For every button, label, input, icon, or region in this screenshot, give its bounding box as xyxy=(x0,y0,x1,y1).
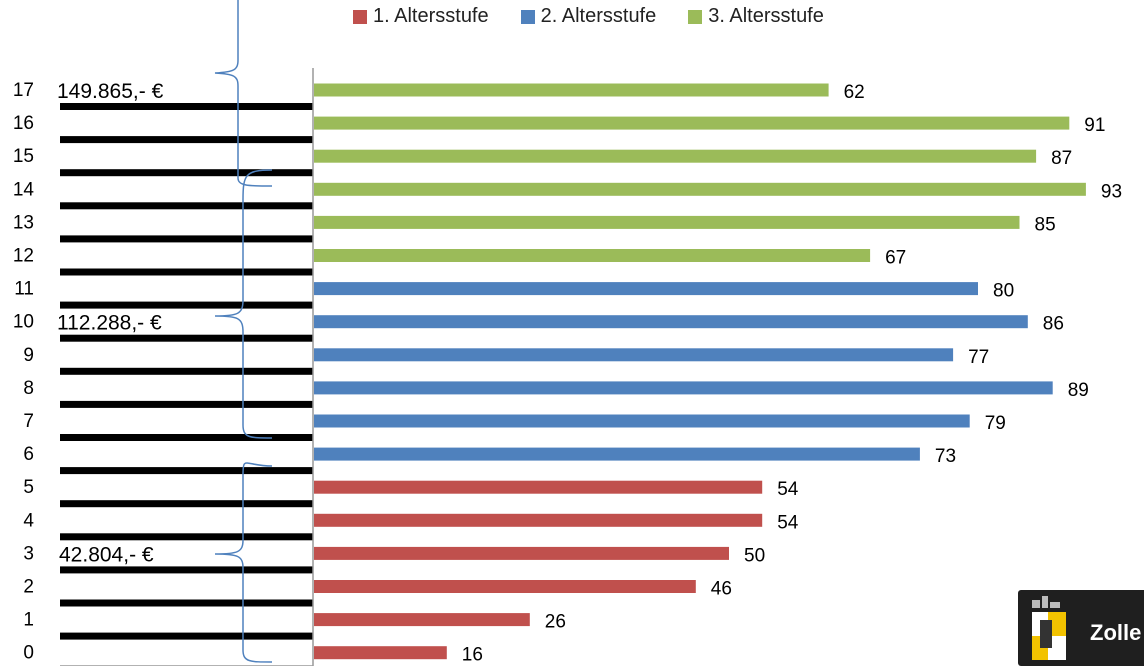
bar-value-label: 91 xyxy=(1084,115,1105,136)
category-tick-label: 17 xyxy=(13,80,34,101)
row-rule-line xyxy=(60,136,313,144)
category-tick-label: 13 xyxy=(13,212,34,233)
category-tick-label: 10 xyxy=(13,312,34,333)
bar-value-label: 86 xyxy=(1043,314,1064,335)
legend-label-1: 1. Altersstufe xyxy=(373,5,489,27)
bar xyxy=(314,116,1070,130)
bar xyxy=(314,480,763,494)
bar xyxy=(314,513,763,527)
bar-value-label: 93 xyxy=(1101,181,1122,202)
cost-annotation: 112.288,- € xyxy=(57,312,162,335)
bar xyxy=(314,546,729,560)
row-rule-line xyxy=(60,632,313,640)
legend-item-2: 2. Altersstufe xyxy=(520,5,657,28)
category-tick-label: 11 xyxy=(14,279,34,300)
category-tick-label: 2 xyxy=(23,577,34,598)
row-rule-line xyxy=(60,169,313,177)
coat-of-arms-icon xyxy=(1032,596,1066,660)
legend-swatch-3 xyxy=(688,9,703,24)
category-tick-label: 4 xyxy=(23,510,34,531)
row-rule-line xyxy=(60,434,313,441)
category-tick-label: 8 xyxy=(23,378,34,399)
bar xyxy=(314,613,530,627)
row-rule-line xyxy=(60,301,313,309)
bar-value-label: 87 xyxy=(1051,148,1072,169)
row-rule-line xyxy=(60,334,313,342)
bar-value-label: 62 xyxy=(844,82,865,103)
logo: Zolle xyxy=(1018,590,1144,666)
bar-value-label: 16 xyxy=(462,645,483,666)
category-tick-label: 0 xyxy=(23,643,34,664)
bar-value-label: 54 xyxy=(777,479,799,500)
category-tick-label: 16 xyxy=(13,113,34,134)
legend-item-1: 1. Altersstufe xyxy=(353,5,489,28)
bar-value-label: 26 xyxy=(545,612,566,633)
category-tick-label: 14 xyxy=(13,179,35,200)
row-rule-line xyxy=(60,467,313,475)
bar xyxy=(314,348,954,362)
bar xyxy=(314,149,1037,163)
row-rule-line xyxy=(60,566,313,574)
legend-swatch-2 xyxy=(520,9,535,24)
bar-value-label: 85 xyxy=(1035,214,1056,235)
bar xyxy=(314,646,447,660)
bar xyxy=(314,381,1053,395)
bar-value-label: 79 xyxy=(985,413,1006,434)
row-rule-line xyxy=(60,599,313,607)
bar xyxy=(314,249,871,262)
bar-value-label: 46 xyxy=(711,579,732,600)
bar xyxy=(314,315,1028,329)
group-bracket xyxy=(214,0,273,187)
bar-value-label: 77 xyxy=(968,347,989,368)
category-tick-label: 5 xyxy=(23,477,34,498)
bar-value-label: 89 xyxy=(1068,380,1089,401)
category-tick-label: 3 xyxy=(23,543,34,564)
row-rule-line xyxy=(60,103,313,110)
category-tick-label: 12 xyxy=(13,246,34,267)
bar xyxy=(314,282,978,296)
bar-value-label: 80 xyxy=(993,281,1014,302)
cost-annotation: 149.865,- € xyxy=(57,80,164,103)
logo-text: Zolle xyxy=(1090,620,1142,645)
bar xyxy=(314,83,829,97)
bar xyxy=(314,414,970,428)
legend-swatch-1 xyxy=(353,9,367,24)
category-tick-label: 9 xyxy=(23,345,34,366)
legend-item-3: 3. Altersstufe xyxy=(688,5,824,28)
row-rule-line xyxy=(60,400,313,408)
bar-value-label: 67 xyxy=(885,248,906,269)
legend-label-3: 3. Altersstufe xyxy=(708,5,824,27)
bar-value-label: 50 xyxy=(744,545,765,566)
bar xyxy=(314,182,1086,196)
cost-annotation: 42.804,- € xyxy=(59,543,154,566)
category-tick-label: 7 xyxy=(23,411,34,432)
legend: 1. Altersstufe 2. Altersstufe 3. Alterss… xyxy=(353,5,824,28)
legend-label-2: 2. Altersstufe xyxy=(540,5,657,27)
group-bracket xyxy=(214,462,273,663)
category-tick-label: 1 xyxy=(23,610,34,631)
row-rule-line xyxy=(60,235,313,243)
bar xyxy=(314,447,920,461)
bar-value-label: 54 xyxy=(777,512,799,533)
row-rule-line xyxy=(60,500,313,508)
bar xyxy=(314,580,696,593)
row-rule-line xyxy=(60,268,313,276)
bar xyxy=(314,215,1020,229)
category-tick-label: 15 xyxy=(13,146,34,167)
row-rule-line xyxy=(60,202,313,210)
bar-value-label: 73 xyxy=(935,446,956,467)
row-rule-line xyxy=(60,533,313,541)
category-tick-label: 6 xyxy=(23,444,34,465)
row-rule-line xyxy=(60,367,313,375)
